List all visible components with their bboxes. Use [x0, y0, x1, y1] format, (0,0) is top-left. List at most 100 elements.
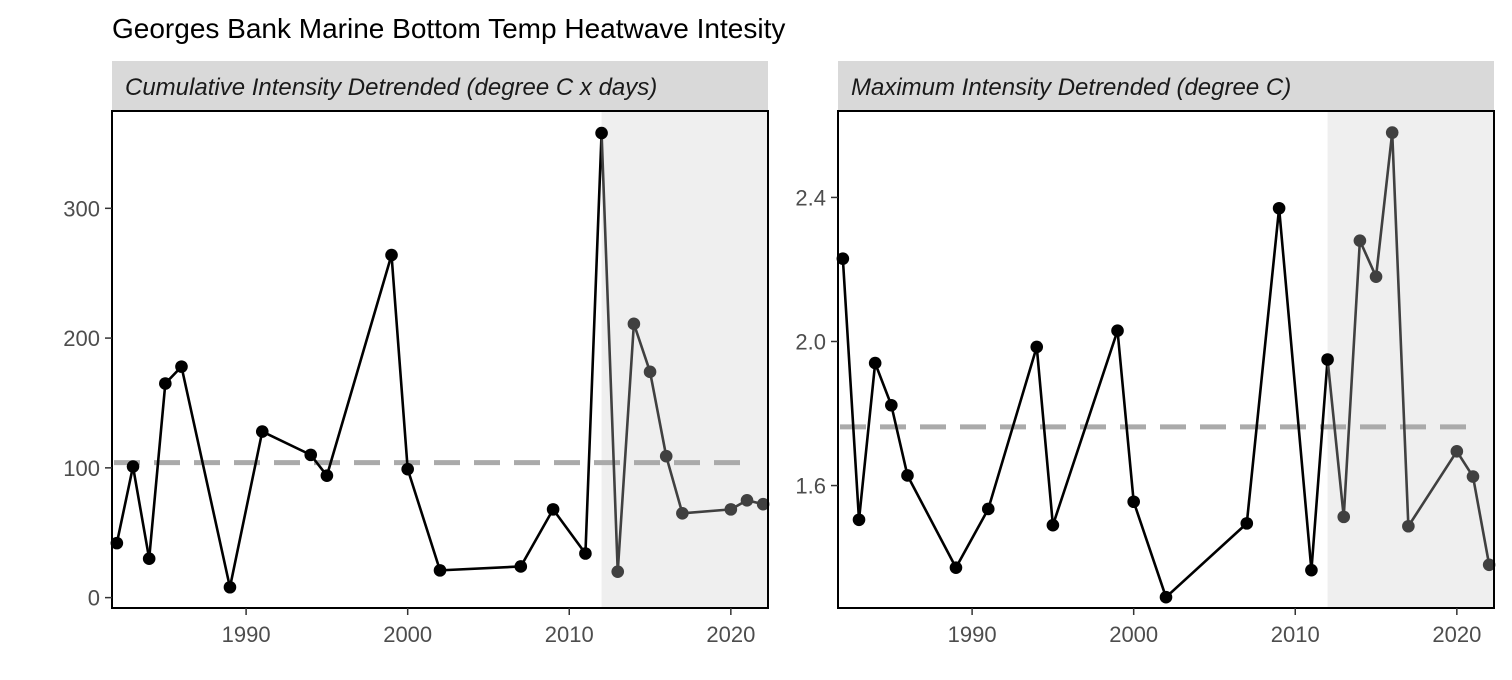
x-tick-label: 1990	[948, 622, 997, 647]
data-point	[643, 365, 657, 379]
data-point	[1450, 445, 1464, 458]
x-tick-label: 2020	[706, 622, 755, 647]
series-line-segment	[906, 474, 958, 569]
series-line-segment	[180, 365, 232, 589]
data-point	[1127, 495, 1140, 509]
facet-strip	[112, 61, 768, 111]
data-point	[724, 503, 738, 516]
facet-strip	[838, 61, 1494, 111]
x-tick-label: 2000	[383, 622, 432, 647]
series-line-segment	[632, 322, 652, 374]
data-point	[175, 360, 188, 373]
facet-strip-label: Maximum Intensity Detrended (degree C)	[851, 74, 1291, 101]
series-line-segment	[1374, 131, 1394, 278]
series-line-segment	[325, 253, 393, 477]
series-line-segment	[664, 454, 684, 515]
panel-border	[837, 110, 1495, 609]
series-line-segment	[1326, 358, 1346, 519]
data-point	[1159, 590, 1173, 604]
series-line-segment	[857, 361, 877, 522]
series-line-segment	[1164, 522, 1249, 599]
data-point	[385, 248, 398, 262]
series-line-segment	[406, 467, 442, 572]
series-line-segment	[519, 508, 555, 568]
series-line-segment	[1358, 239, 1378, 278]
y-tick-label: 100	[63, 456, 100, 481]
data-point	[546, 503, 560, 516]
data-point	[579, 547, 592, 560]
data-point	[514, 560, 528, 573]
data-point	[1272, 201, 1286, 215]
y-tick-label: 2.4	[795, 185, 826, 210]
y-tick-label: 1.6	[795, 474, 826, 499]
data-point	[611, 565, 625, 578]
series-line-segment	[681, 508, 733, 515]
data-point	[320, 469, 334, 482]
series-line-segment	[1245, 206, 1281, 525]
data-point	[901, 469, 914, 482]
series-line-segment	[438, 565, 523, 572]
series-line-segment	[616, 322, 636, 573]
x-tick-label: 2010	[1271, 622, 1320, 647]
data-point	[627, 317, 641, 331]
series-line-segment	[1277, 206, 1313, 572]
data-point	[659, 449, 673, 463]
series-line-segment	[551, 508, 587, 555]
series-line-segment	[1035, 345, 1055, 527]
data-point	[1321, 353, 1334, 366]
data-point	[110, 536, 124, 550]
y-tick-label: 0	[88, 586, 100, 611]
data-point	[1402, 519, 1415, 533]
series-line-segment	[1116, 329, 1135, 504]
data-point	[304, 448, 318, 462]
data-point	[1466, 470, 1480, 483]
facet-strip-label: Cumulative Intensity Detrended (degree C…	[125, 74, 657, 101]
data-point	[885, 398, 898, 412]
data-point	[595, 126, 608, 140]
data-point	[852, 513, 866, 527]
series-line-segment	[228, 430, 264, 589]
panel-maximum-intensity: Maximum Intensity Detrended (degree C) 19…	[795, 61, 1496, 647]
series-line-segment	[584, 131, 603, 555]
panel-border	[111, 110, 769, 609]
series-line-segment	[390, 253, 409, 471]
data-point	[676, 506, 689, 520]
series-line-segment	[1342, 239, 1362, 519]
data-point	[1046, 518, 1060, 532]
series-line-segment	[1407, 450, 1459, 528]
y-tick-label: 200	[63, 326, 100, 351]
series-line-segment	[1310, 358, 1329, 572]
series-line-segment	[1471, 475, 1491, 567]
x-tick-label: 2000	[1109, 622, 1158, 647]
data-point	[159, 377, 172, 390]
data-point	[836, 252, 850, 265]
x-tick-label: 1990	[222, 622, 271, 647]
data-point	[1385, 126, 1399, 139]
data-point	[949, 561, 963, 574]
data-point	[1482, 558, 1496, 572]
data-point	[1369, 270, 1383, 283]
series-line-segment	[890, 403, 909, 477]
y-tick-label: 2.0	[795, 329, 826, 354]
series-line-segment	[841, 257, 861, 522]
x-tick-label: 2010	[545, 622, 594, 647]
data-point	[433, 564, 447, 577]
data-point	[868, 356, 882, 370]
series-line-segment	[986, 345, 1039, 511]
data-point	[223, 580, 237, 594]
data-point	[1111, 324, 1124, 337]
y-tick-label: 300	[63, 196, 100, 221]
series-line-segment	[260, 430, 313, 457]
series-line-segment	[131, 465, 151, 560]
data-point	[126, 460, 140, 473]
data-point	[981, 502, 995, 516]
series-line-segment	[1132, 500, 1168, 599]
data-point	[1305, 563, 1318, 577]
series-line-segment	[648, 370, 668, 458]
data-point	[1030, 340, 1044, 354]
data-point	[740, 493, 754, 507]
chart-title: Georges Bank Marine Bottom Temp Heatwave…	[112, 13, 785, 44]
data-point	[142, 552, 156, 565]
series-line-segment	[1390, 131, 1410, 528]
